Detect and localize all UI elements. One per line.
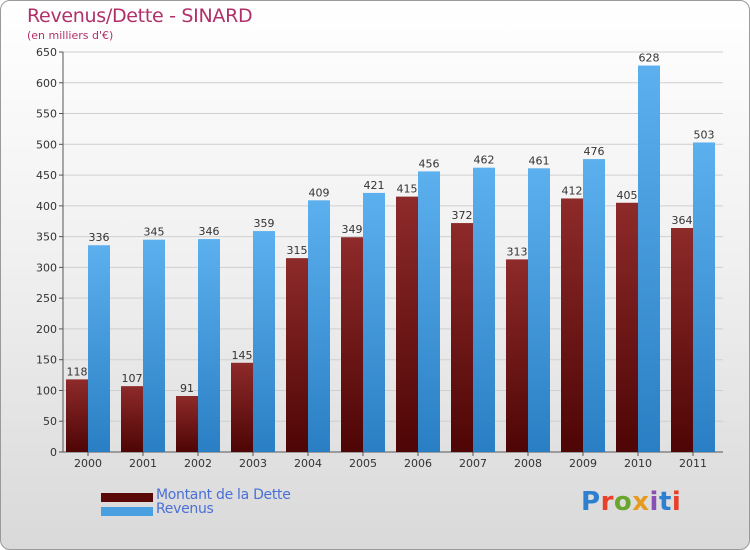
bar-debt — [121, 386, 143, 452]
x-tick-label: 2001 — [129, 457, 157, 470]
data-label-revenue: 461 — [529, 154, 550, 167]
data-label-debt: 118 — [67, 365, 88, 378]
legend-label-debt: Montant de la Dette — [156, 487, 291, 503]
y-tick-label: 0 — [50, 446, 57, 459]
logo-letter: P — [581, 487, 601, 517]
data-label-debt: 412 — [562, 184, 583, 197]
bar-revenue — [638, 65, 660, 453]
x-tick-label: 2003 — [239, 457, 267, 470]
bar-debt — [341, 237, 363, 452]
data-label-debt: 364 — [672, 214, 693, 227]
bar-debt — [231, 362, 253, 452]
bar-debt — [396, 196, 418, 452]
data-label-debt: 372 — [452, 209, 473, 222]
data-label-revenue: 456 — [419, 157, 440, 170]
chart-title: Revenus/Dette - SINARD — [27, 5, 253, 27]
y-tick-label: 650 — [36, 46, 57, 59]
proxiti-logo: Proxiti — [581, 487, 681, 517]
data-label-revenue: 503 — [694, 128, 715, 141]
bar-debt — [66, 379, 88, 452]
x-tick-label: 2004 — [294, 457, 322, 470]
data-label-revenue: 476 — [584, 145, 605, 158]
bar-revenue — [418, 171, 440, 452]
logo-letter: x — [632, 487, 650, 517]
data-label-debt: 107 — [122, 372, 143, 385]
x-tick-label: 2006 — [404, 457, 432, 470]
data-label-debt: 313 — [507, 245, 528, 258]
x-tick-label: 2005 — [349, 457, 377, 470]
data-label-revenue: 421 — [364, 179, 385, 192]
bar-revenue — [143, 239, 165, 452]
logo-letter: i — [671, 487, 682, 517]
bar-revenue — [88, 245, 110, 452]
x-tick-label: 2010 — [624, 457, 652, 470]
bar-revenue — [583, 159, 605, 453]
logo-letter: r — [600, 487, 614, 517]
bar-revenue — [198, 239, 220, 452]
data-label-revenue: 345 — [144, 226, 165, 239]
y-tick-label: 200 — [36, 323, 57, 336]
data-label-revenue: 336 — [89, 231, 110, 244]
chart-subtitle: (en milliers d'€) — [27, 29, 114, 42]
x-tick-label: 2011 — [679, 457, 707, 470]
y-tick-label: 450 — [36, 169, 57, 182]
legend-label-revenue: Revenus — [156, 501, 214, 517]
logo-letter: i — [649, 487, 659, 517]
data-label-revenue: 628 — [639, 52, 660, 65]
y-tick-label: 350 — [36, 231, 57, 244]
bar-revenue — [308, 200, 330, 452]
legend-swatch-revenue — [101, 507, 153, 516]
data-label-debt: 349 — [342, 223, 363, 236]
y-tick-label: 600 — [36, 77, 57, 90]
data-label-debt: 145 — [232, 349, 253, 362]
legend-swatch-debt — [101, 493, 153, 502]
bar-debt — [561, 198, 583, 452]
bar-revenue — [253, 231, 275, 452]
bar-debt — [286, 258, 308, 452]
x-tick-label: 2000 — [74, 457, 102, 470]
data-label-revenue: 359 — [254, 217, 275, 230]
logo-letter: o — [613, 487, 633, 517]
bar-debt — [671, 228, 693, 452]
bar-debt — [176, 396, 198, 452]
y-tick-label: 250 — [36, 292, 57, 305]
y-tick-label: 500 — [36, 138, 57, 151]
bar-revenue — [693, 142, 715, 452]
x-tick-label: 2007 — [459, 457, 487, 470]
bar-revenue — [363, 192, 385, 452]
data-label-debt: 91 — [180, 382, 194, 395]
bar-revenue — [528, 168, 550, 453]
y-tick-label: 300 — [36, 261, 57, 274]
y-tick-label: 400 — [36, 200, 57, 213]
y-tick-label: 150 — [36, 354, 57, 367]
y-tick-label: 50 — [43, 415, 57, 428]
y-tick-label: 100 — [36, 384, 57, 397]
bar-debt — [506, 259, 528, 452]
data-label-revenue: 409 — [309, 186, 330, 199]
x-tick-label: 2008 — [514, 457, 542, 470]
x-tick-label: 2002 — [184, 457, 212, 470]
x-tick-label: 2009 — [569, 457, 597, 470]
data-label-revenue: 346 — [199, 225, 220, 238]
data-label-debt: 405 — [617, 189, 638, 202]
bar-debt — [451, 223, 473, 452]
bar-revenue — [473, 167, 495, 452]
logo-letter: t — [658, 487, 672, 517]
bar-debt — [616, 202, 638, 452]
data-label-debt: 415 — [397, 183, 418, 196]
data-label-revenue: 462 — [474, 154, 495, 167]
y-tick-label: 550 — [36, 108, 57, 121]
data-label-debt: 315 — [287, 244, 308, 257]
